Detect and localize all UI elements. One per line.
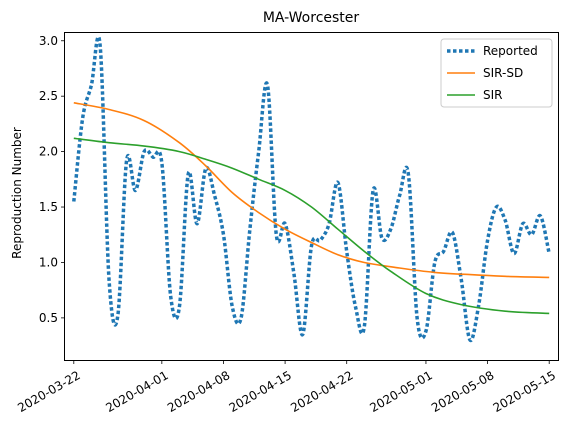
y-tick-label: 3.0	[39, 34, 58, 48]
legend-box	[440, 38, 553, 108]
y-axis: 0.5 1.0 1.5 2.0 2.5 3.0	[39, 34, 65, 325]
chart-title: MA-Worcester	[263, 10, 360, 26]
legend-label-sir: SIR	[483, 88, 503, 102]
series-line-reported	[72, 35, 551, 343]
legend-label-reported: Reported	[483, 44, 538, 58]
y-tick-label: 2.5	[39, 89, 58, 103]
legend: Reported SIR-SD SIR	[440, 38, 553, 108]
y-tick-label: 2.0	[39, 145, 58, 159]
y-tick-label: 1.0	[39, 255, 58, 269]
legend-label-sir-sd: SIR-SD	[483, 66, 523, 80]
series-line-sir	[73, 137, 550, 315]
series-layer	[72, 35, 551, 343]
plot-frame	[64, 32, 559, 361]
y-tick-label: 1.5	[39, 200, 58, 214]
series-line-sir-sd	[73, 102, 550, 279]
y-tick-label: 0.5	[39, 311, 58, 325]
plot-area	[72, 35, 551, 343]
y-axis-label: Reproduction Number	[10, 127, 24, 259]
